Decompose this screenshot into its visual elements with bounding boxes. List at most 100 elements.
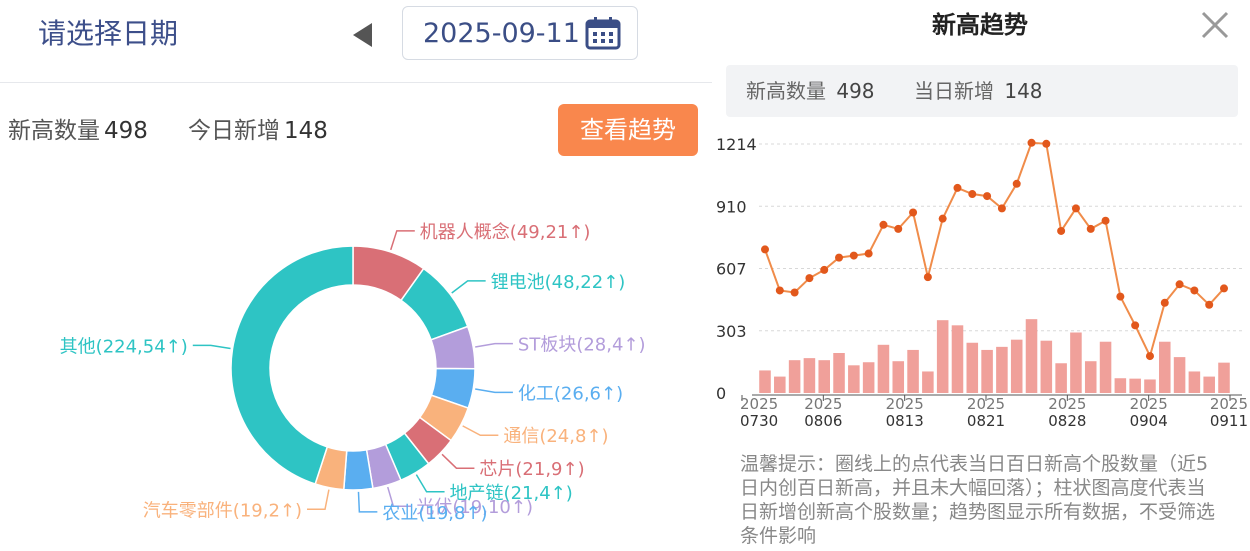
trend-bar[interactable] <box>788 360 801 393</box>
view-trend-button[interactable]: 查看趋势 <box>558 104 698 156</box>
modal-today-new: 当日新增 148 <box>914 65 1043 117</box>
donut-leader-line <box>475 342 513 348</box>
trend-point[interactable] <box>864 249 873 258</box>
trend-point[interactable] <box>1071 204 1080 213</box>
trend-bar[interactable] <box>1010 339 1023 393</box>
trend-bar[interactable] <box>1114 378 1127 393</box>
trend-bar[interactable] <box>1203 376 1215 393</box>
donut-slice-label: 汽车零部件(19,2↑) <box>143 500 302 521</box>
trend-bar[interactable] <box>1218 362 1230 393</box>
trend-point[interactable] <box>1042 139 1051 148</box>
trend-bar[interactable] <box>1129 378 1141 393</box>
x-tick-year: 2025 <box>1210 395 1248 413</box>
sector-donut-chart: 机器人概念(49,21↑) 锂电池(48,22↑) ST板块(28,4↑) 化工(26… <box>60 221 646 524</box>
donut-leader-line <box>415 474 445 493</box>
modal-today-new-value: 148 <box>1004 79 1043 103</box>
trend-bar[interactable] <box>759 370 771 393</box>
trend-point[interactable] <box>849 251 858 260</box>
trend-point[interactable] <box>1190 286 1199 295</box>
trend-point[interactable] <box>805 274 814 283</box>
x-tick-date: 0911 <box>1210 412 1248 430</box>
page-title: 请选择日期 <box>38 17 179 50</box>
trend-bar[interactable] <box>1070 332 1082 393</box>
trend-bar[interactable] <box>803 358 816 393</box>
trend-bar[interactable] <box>1188 371 1201 393</box>
x-tick-date: 0904 <box>1130 412 1168 430</box>
trend-point[interactable] <box>953 183 962 192</box>
donut-slice-label: 芯片(21,9↑) <box>479 459 584 480</box>
trend-point[interactable] <box>835 253 844 262</box>
trend-bar[interactable] <box>981 349 993 393</box>
donut-leader-line <box>475 388 513 394</box>
trend-point[interactable] <box>1160 298 1169 307</box>
donut-leader-line <box>390 230 415 251</box>
trend-point[interactable] <box>1205 300 1214 309</box>
new-high-count: 新高数量 498 <box>8 114 148 148</box>
trend-point[interactable] <box>894 224 903 233</box>
trend-point[interactable] <box>1220 284 1228 293</box>
trend-point[interactable] <box>820 265 829 274</box>
trend-bar[interactable] <box>862 362 875 393</box>
trend-bar[interactable] <box>818 360 831 393</box>
trend-bar[interactable] <box>922 371 934 393</box>
trend-bar[interactable] <box>936 320 949 393</box>
trend-bar[interactable] <box>774 376 786 393</box>
trend-bar[interactable] <box>877 344 890 393</box>
new-high-label: 新高数量 <box>8 118 100 144</box>
trend-bar[interactable] <box>1173 357 1186 393</box>
trend-point[interactable] <box>1175 280 1184 289</box>
trend-bar[interactable] <box>1055 363 1067 393</box>
trend-bar[interactable] <box>951 325 964 393</box>
trend-point[interactable] <box>923 273 932 282</box>
donut-slice-label: 化工(26,6↑) <box>518 383 623 404</box>
trend-point[interactable] <box>938 214 947 223</box>
trend-bar[interactable] <box>1025 319 1038 393</box>
trend-bar[interactable] <box>1144 379 1156 393</box>
trend-bar[interactable] <box>996 346 1008 393</box>
triangle-left-icon[interactable] <box>350 20 376 50</box>
main-panel: 请选择日期 2025-09-11 新高数量 498 今日新增 148 查看趋势 机器… <box>0 6 712 524</box>
trend-point[interactable] <box>1057 226 1066 235</box>
trend-point[interactable] <box>909 208 918 217</box>
x-tick-year: 2025 <box>1130 395 1168 413</box>
trend-point[interactable] <box>1012 179 1021 188</box>
trend-point[interactable] <box>775 286 784 295</box>
donut-slice[interactable] <box>230 245 354 485</box>
trend-point[interactable] <box>879 220 888 229</box>
date-picker[interactable]: 2025-09-11 <box>402 6 638 60</box>
trend-bar[interactable] <box>833 353 845 393</box>
donut-leader-line <box>307 489 330 511</box>
trend-bar[interactable] <box>1099 341 1112 393</box>
trend-point[interactable] <box>1116 292 1125 301</box>
y-tick-label: 1214 <box>716 135 757 154</box>
trend-bar[interactable] <box>848 365 860 393</box>
trend-point[interactable] <box>1101 216 1110 225</box>
x-tick-year: 2025 <box>804 395 842 413</box>
close-icon[interactable] <box>1200 10 1230 40</box>
trend-bar[interactable] <box>892 361 905 393</box>
trend-bar[interactable] <box>1158 341 1171 393</box>
new-high-value: 498 <box>104 118 148 144</box>
x-tick-date: 0828 <box>1048 412 1086 430</box>
trend-point[interactable] <box>1131 321 1140 330</box>
calendar-icon[interactable] <box>585 16 621 50</box>
donut-slice-label: 通信(24,8↑) <box>503 426 608 447</box>
x-tick-date: 0730 <box>740 412 778 430</box>
trend-chart: 0303607910121420250730202508062025081320… <box>716 135 1248 430</box>
trend-point[interactable] <box>790 288 799 297</box>
modal-stats-bar: 新高数量 498 当日新增 148 <box>726 65 1238 117</box>
trend-point[interactable] <box>968 190 977 199</box>
today-new-label: 今日新增 <box>188 118 280 144</box>
trend-bar[interactable] <box>1084 361 1097 393</box>
trend-bar[interactable] <box>907 349 919 393</box>
x-tick-date: 0821 <box>967 412 1005 430</box>
trend-bar[interactable] <box>1040 340 1053 393</box>
trend-point[interactable] <box>1145 352 1154 361</box>
trend-point[interactable] <box>1086 224 1095 233</box>
trend-point[interactable] <box>997 204 1006 213</box>
trend-point[interactable] <box>761 245 769 254</box>
x-tick-year: 2025 <box>967 395 1005 413</box>
trend-point[interactable] <box>983 192 992 201</box>
trend-point[interactable] <box>1027 138 1036 147</box>
trend-bar[interactable] <box>966 342 979 393</box>
